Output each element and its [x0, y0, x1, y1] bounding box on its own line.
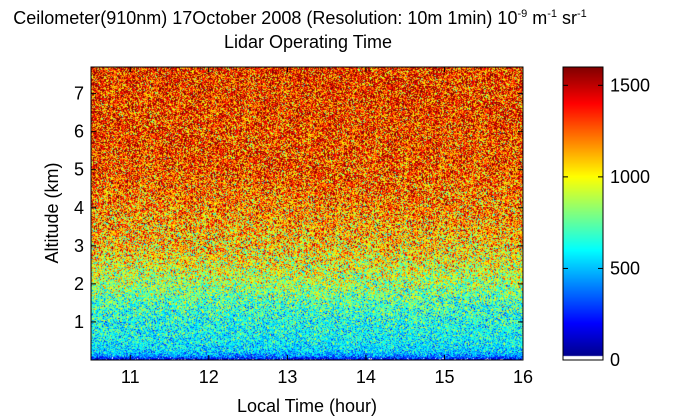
x-tick-label: 14 [356, 367, 376, 387]
colorbar-tick-label: 1500 [610, 75, 650, 95]
heatmap-image [91, 67, 523, 360]
x-tick-label: 16 [513, 367, 533, 387]
title-exponent-3: -1 [577, 8, 587, 20]
x-axis-label: Local Time (hour) [237, 396, 377, 416]
y-tick-label: 7 [74, 84, 84, 104]
colorbar-axis: 0 500 1000 1500 [563, 75, 650, 370]
chart-title-line2: Lidar Operating Time [223, 32, 393, 52]
y-tick-label: 1 [74, 312, 84, 332]
title-main-text: Ceilometer(910nm) 17October 2008 (Resolu… [13, 8, 518, 28]
chart-title-line1: Ceilometer(910nm) 17October 2008 (Resolu… [0, 4, 608, 28]
colorbar-tick-label: 1000 [610, 167, 650, 187]
title-unit-sr: sr [557, 8, 578, 28]
y-tick-label: 3 [74, 236, 84, 256]
colorbar-frame [562, 66, 604, 361]
x-tick-label: 15 [434, 367, 454, 387]
title-exponent-1: -9 [517, 8, 528, 20]
colorbar-tick-label: 500 [610, 258, 640, 278]
y-tick-label: 2 [74, 274, 84, 294]
y-tick-label: 5 [74, 160, 84, 180]
y-tick-label: 4 [74, 198, 84, 218]
colorbar-gradient [563, 67, 603, 360]
x-tick-label: 12 [199, 367, 219, 387]
title-unit-m: m [527, 8, 548, 28]
colorbar-tick-label: 0 [610, 350, 620, 370]
plot-frame [90, 66, 524, 361]
x-tick-label: 13 [277, 367, 297, 387]
y-tick-label: 6 [74, 122, 84, 142]
x-tick-label: 11 [121, 367, 140, 387]
title-exponent-2: -1 [547, 8, 558, 20]
x-axis: 11 12 13 14 15 16 [121, 67, 533, 387]
y-axis: 1 2 3 4 5 6 7 [74, 84, 523, 332]
y-axis-label: Altitude (km) [42, 162, 62, 263]
